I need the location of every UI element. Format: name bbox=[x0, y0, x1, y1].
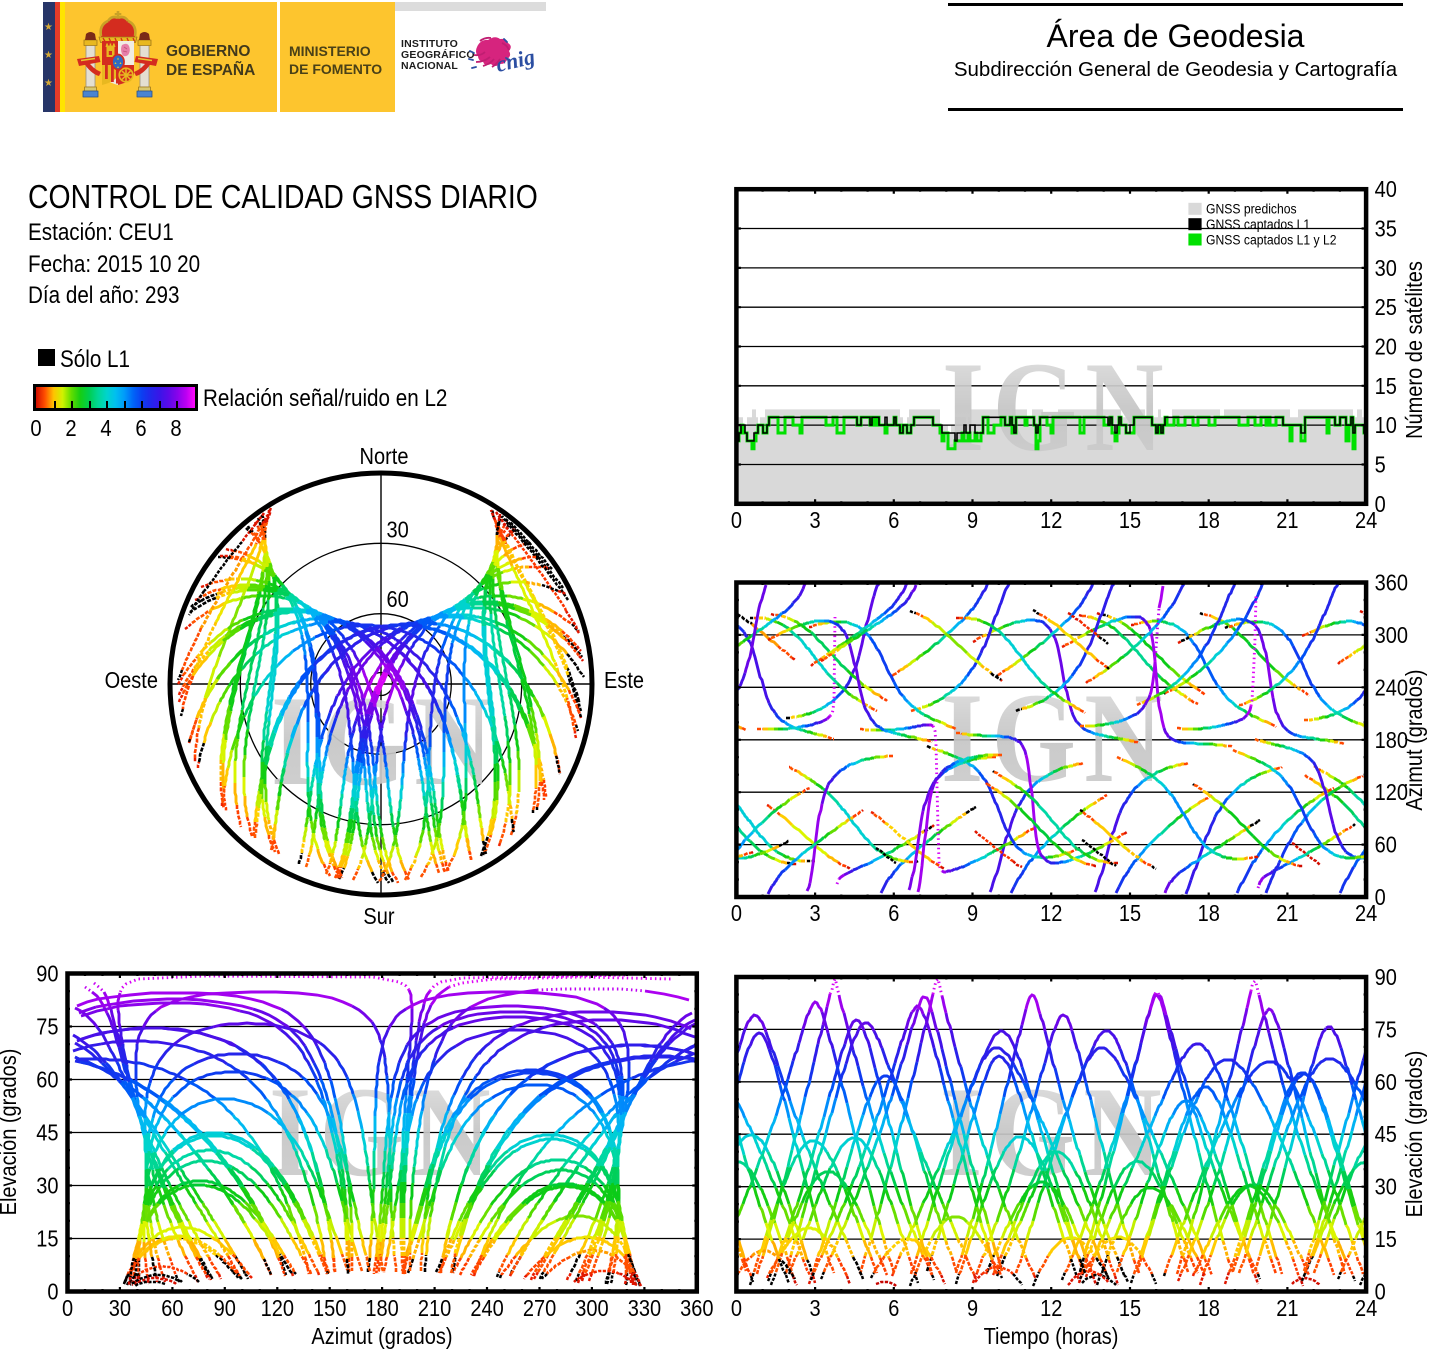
svg-text:Azimut (grados): Azimut (grados) bbox=[1401, 669, 1428, 810]
svg-text:Este: Este bbox=[604, 667, 644, 694]
svg-text:60: 60 bbox=[1375, 1068, 1397, 1095]
svg-text:18: 18 bbox=[1198, 1295, 1220, 1322]
svg-text:240: 240 bbox=[470, 1295, 503, 1322]
svg-text:270: 270 bbox=[523, 1295, 556, 1322]
svg-text:30: 30 bbox=[387, 516, 409, 543]
svg-text:90: 90 bbox=[36, 960, 58, 987]
svg-text:330: 330 bbox=[628, 1295, 661, 1322]
svg-text:120: 120 bbox=[1375, 779, 1408, 806]
svg-text:Elevación (grados): Elevación (grados) bbox=[0, 1049, 21, 1216]
svg-text:18: 18 bbox=[1198, 507, 1220, 534]
svg-text:15: 15 bbox=[1375, 1226, 1397, 1253]
svg-text:0: 0 bbox=[1375, 490, 1386, 517]
svg-text:0: 0 bbox=[731, 1295, 742, 1322]
svg-text:35: 35 bbox=[1375, 215, 1397, 242]
svg-text:0: 0 bbox=[1375, 884, 1386, 911]
svg-text:21: 21 bbox=[1276, 900, 1298, 927]
svg-text:45: 45 bbox=[36, 1119, 58, 1146]
svg-text:15: 15 bbox=[36, 1225, 58, 1252]
svg-text:9: 9 bbox=[967, 900, 978, 927]
svg-text:180: 180 bbox=[365, 1295, 398, 1322]
svg-text:360: 360 bbox=[1375, 569, 1408, 596]
svg-text:360: 360 bbox=[680, 1295, 713, 1322]
svg-text:30: 30 bbox=[1375, 1173, 1397, 1200]
svg-text:210: 210 bbox=[418, 1295, 451, 1322]
svg-text:15: 15 bbox=[1119, 900, 1141, 927]
svg-text:GNSS predichos: GNSS predichos bbox=[1206, 201, 1297, 217]
svg-text:75: 75 bbox=[36, 1013, 58, 1040]
svg-text:300: 300 bbox=[1375, 622, 1408, 649]
svg-text:90: 90 bbox=[1375, 964, 1397, 991]
svg-text:Oeste: Oeste bbox=[105, 667, 158, 694]
svg-text:120: 120 bbox=[261, 1295, 294, 1322]
svg-text:6: 6 bbox=[888, 1295, 899, 1322]
svg-text:300: 300 bbox=[575, 1295, 608, 1322]
svg-text:Elevación (grados): Elevación (grados) bbox=[1401, 1051, 1428, 1218]
svg-text:21: 21 bbox=[1276, 507, 1298, 534]
svg-text:12: 12 bbox=[1040, 507, 1062, 534]
svg-text:18: 18 bbox=[1198, 900, 1220, 927]
svg-text:GNSS captados L1: GNSS captados L1 bbox=[1206, 216, 1310, 232]
svg-text:60: 60 bbox=[36, 1066, 58, 1093]
svg-text:10: 10 bbox=[1375, 412, 1397, 439]
svg-text:90: 90 bbox=[214, 1295, 236, 1322]
svg-text:0: 0 bbox=[731, 507, 742, 534]
svg-text:30: 30 bbox=[109, 1295, 131, 1322]
svg-text:24: 24 bbox=[1355, 1295, 1377, 1322]
svg-text:12: 12 bbox=[1040, 1295, 1062, 1322]
svg-text:150: 150 bbox=[313, 1295, 346, 1322]
svg-text:9: 9 bbox=[967, 1295, 978, 1322]
svg-text:20: 20 bbox=[1375, 333, 1397, 360]
svg-text:40: 40 bbox=[1375, 176, 1397, 203]
svg-text:60: 60 bbox=[387, 586, 409, 613]
svg-text:GNSS captados L1 y L2: GNSS captados L1 y L2 bbox=[1206, 232, 1337, 248]
svg-text:Azimut (grados): Azimut (grados) bbox=[311, 1323, 452, 1350]
svg-text:30: 30 bbox=[1375, 255, 1397, 282]
svg-text:Norte: Norte bbox=[360, 443, 409, 470]
svg-text:180: 180 bbox=[1375, 726, 1408, 753]
svg-text:240: 240 bbox=[1375, 674, 1408, 701]
svg-text:9: 9 bbox=[967, 507, 978, 534]
svg-text:45: 45 bbox=[1375, 1121, 1397, 1148]
svg-text:24: 24 bbox=[1355, 900, 1377, 927]
svg-text:0: 0 bbox=[47, 1278, 58, 1305]
svg-text:3: 3 bbox=[810, 507, 821, 534]
svg-text:5: 5 bbox=[1375, 451, 1386, 478]
svg-text:0: 0 bbox=[1375, 1278, 1386, 1305]
svg-text:25: 25 bbox=[1375, 294, 1397, 321]
svg-text:0: 0 bbox=[731, 900, 742, 927]
svg-text:6: 6 bbox=[888, 900, 899, 927]
svg-text:15: 15 bbox=[1119, 507, 1141, 534]
svg-text:60: 60 bbox=[161, 1295, 183, 1322]
svg-text:24: 24 bbox=[1355, 507, 1377, 534]
svg-text:60: 60 bbox=[1375, 831, 1397, 858]
svg-text:75: 75 bbox=[1375, 1016, 1397, 1043]
svg-text:12: 12 bbox=[1040, 900, 1062, 927]
svg-text:IGN: IGN bbox=[942, 335, 1172, 478]
svg-text:0: 0 bbox=[62, 1295, 73, 1322]
svg-text:15: 15 bbox=[1119, 1295, 1141, 1322]
svg-text:15: 15 bbox=[1375, 372, 1397, 399]
svg-text:Tiempo (horas): Tiempo (horas) bbox=[984, 1323, 1119, 1350]
svg-text:30: 30 bbox=[36, 1172, 58, 1199]
svg-text:Número de satélites: Número de satélites bbox=[1401, 261, 1428, 439]
svg-text:6: 6 bbox=[888, 507, 899, 534]
svg-text:21: 21 bbox=[1276, 1295, 1298, 1322]
svg-text:3: 3 bbox=[810, 1295, 821, 1322]
svg-text:3: 3 bbox=[810, 900, 821, 927]
svg-text:Sur: Sur bbox=[363, 903, 394, 930]
